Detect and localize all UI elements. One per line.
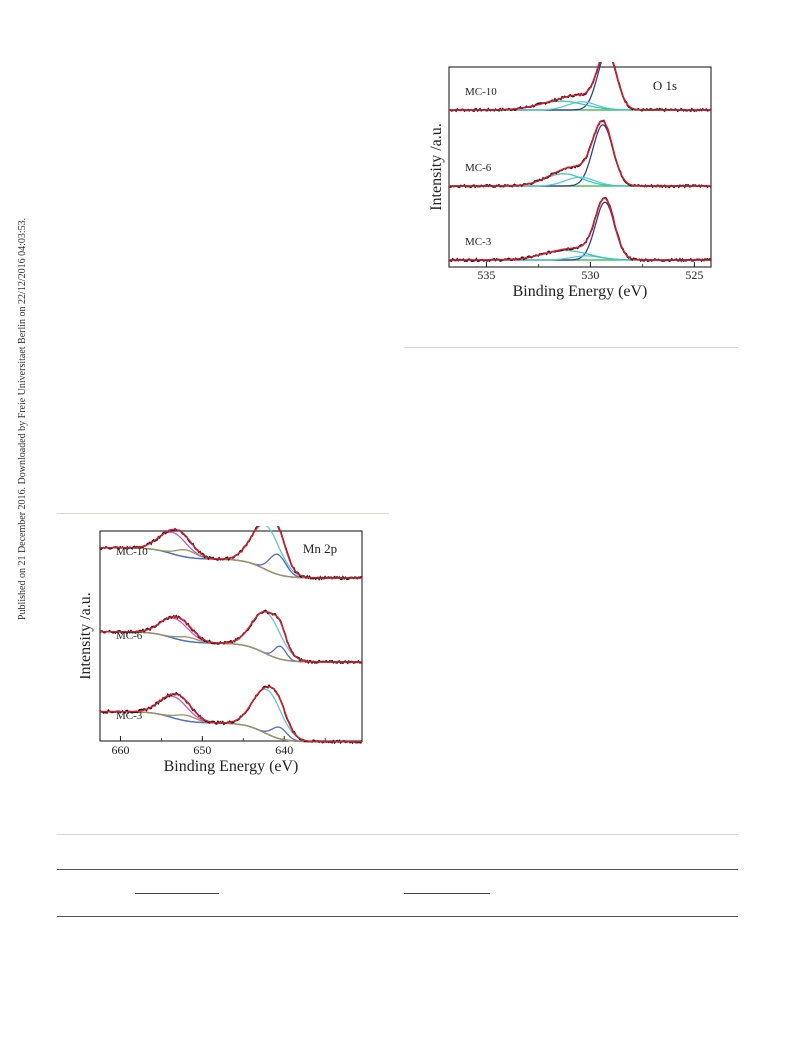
series-label: MC-6: [116, 630, 143, 642]
x-tick-label: 640: [275, 743, 293, 757]
download-notice: Published on 21 December 2016. Downloade…: [3, 200, 28, 620]
x-tick-label: 650: [193, 743, 211, 757]
fit-envelope: [100, 526, 362, 579]
table-span-rule-right: [404, 893, 490, 894]
series-MC-3: MC-3: [448, 196, 712, 263]
series-MC-10: MC-10: [448, 62, 712, 113]
series-MC-10: MC-10: [99, 526, 363, 581]
core-level-annotation: Mn 2p: [303, 541, 337, 556]
y-axis-label: Intensity /a.u.: [80, 592, 94, 680]
fit-envelope: [449, 197, 711, 261]
fit-envelope: [449, 120, 711, 187]
component-peak: [449, 201, 711, 261]
series-label: MC-3: [116, 710, 143, 722]
series-MC-6: MC-6: [448, 119, 712, 189]
figure-separator: [404, 347, 738, 348]
o1s-xps-chart: 535 530 525 Binding Energy (eV) Intensity /a…: [425, 62, 725, 310]
figure-separator: [57, 513, 389, 514]
series-MC-6: MC-6: [99, 609, 363, 665]
series-label: MC-10: [116, 546, 148, 558]
download-notice-text: Published on 21 December 2016. Downloade…: [17, 217, 28, 620]
table-top-rule: [57, 869, 738, 870]
x-tick-label: 660: [111, 743, 129, 757]
table-span-rule-left: [135, 893, 219, 894]
series-label: MC-3: [465, 236, 492, 248]
table-bottom-rule: [57, 916, 738, 917]
fit-envelope: [449, 62, 711, 111]
fit-envelope: [100, 685, 362, 743]
component-peak: [449, 173, 711, 187]
x-tick-label: 535: [477, 268, 495, 282]
series-label: MC-10: [465, 86, 497, 98]
x-axis-label: Binding Energy (eV): [164, 758, 299, 775]
series-label: MC-6: [465, 162, 492, 174]
page-separator: [57, 834, 738, 835]
x-tick-label: 530: [581, 268, 599, 282]
x-tick-label: 525: [685, 268, 703, 282]
x-axis-label: Binding Energy (eV): [513, 283, 648, 300]
plot-frame: [448, 66, 712, 268]
core-level-annotation: O 1s: [653, 78, 677, 93]
fit-envelope: [100, 610, 362, 663]
series-MC-3: MC-3: [99, 684, 363, 745]
y-axis-label: Intensity /a.u.: [428, 123, 445, 211]
plot-frame: [99, 530, 363, 742]
